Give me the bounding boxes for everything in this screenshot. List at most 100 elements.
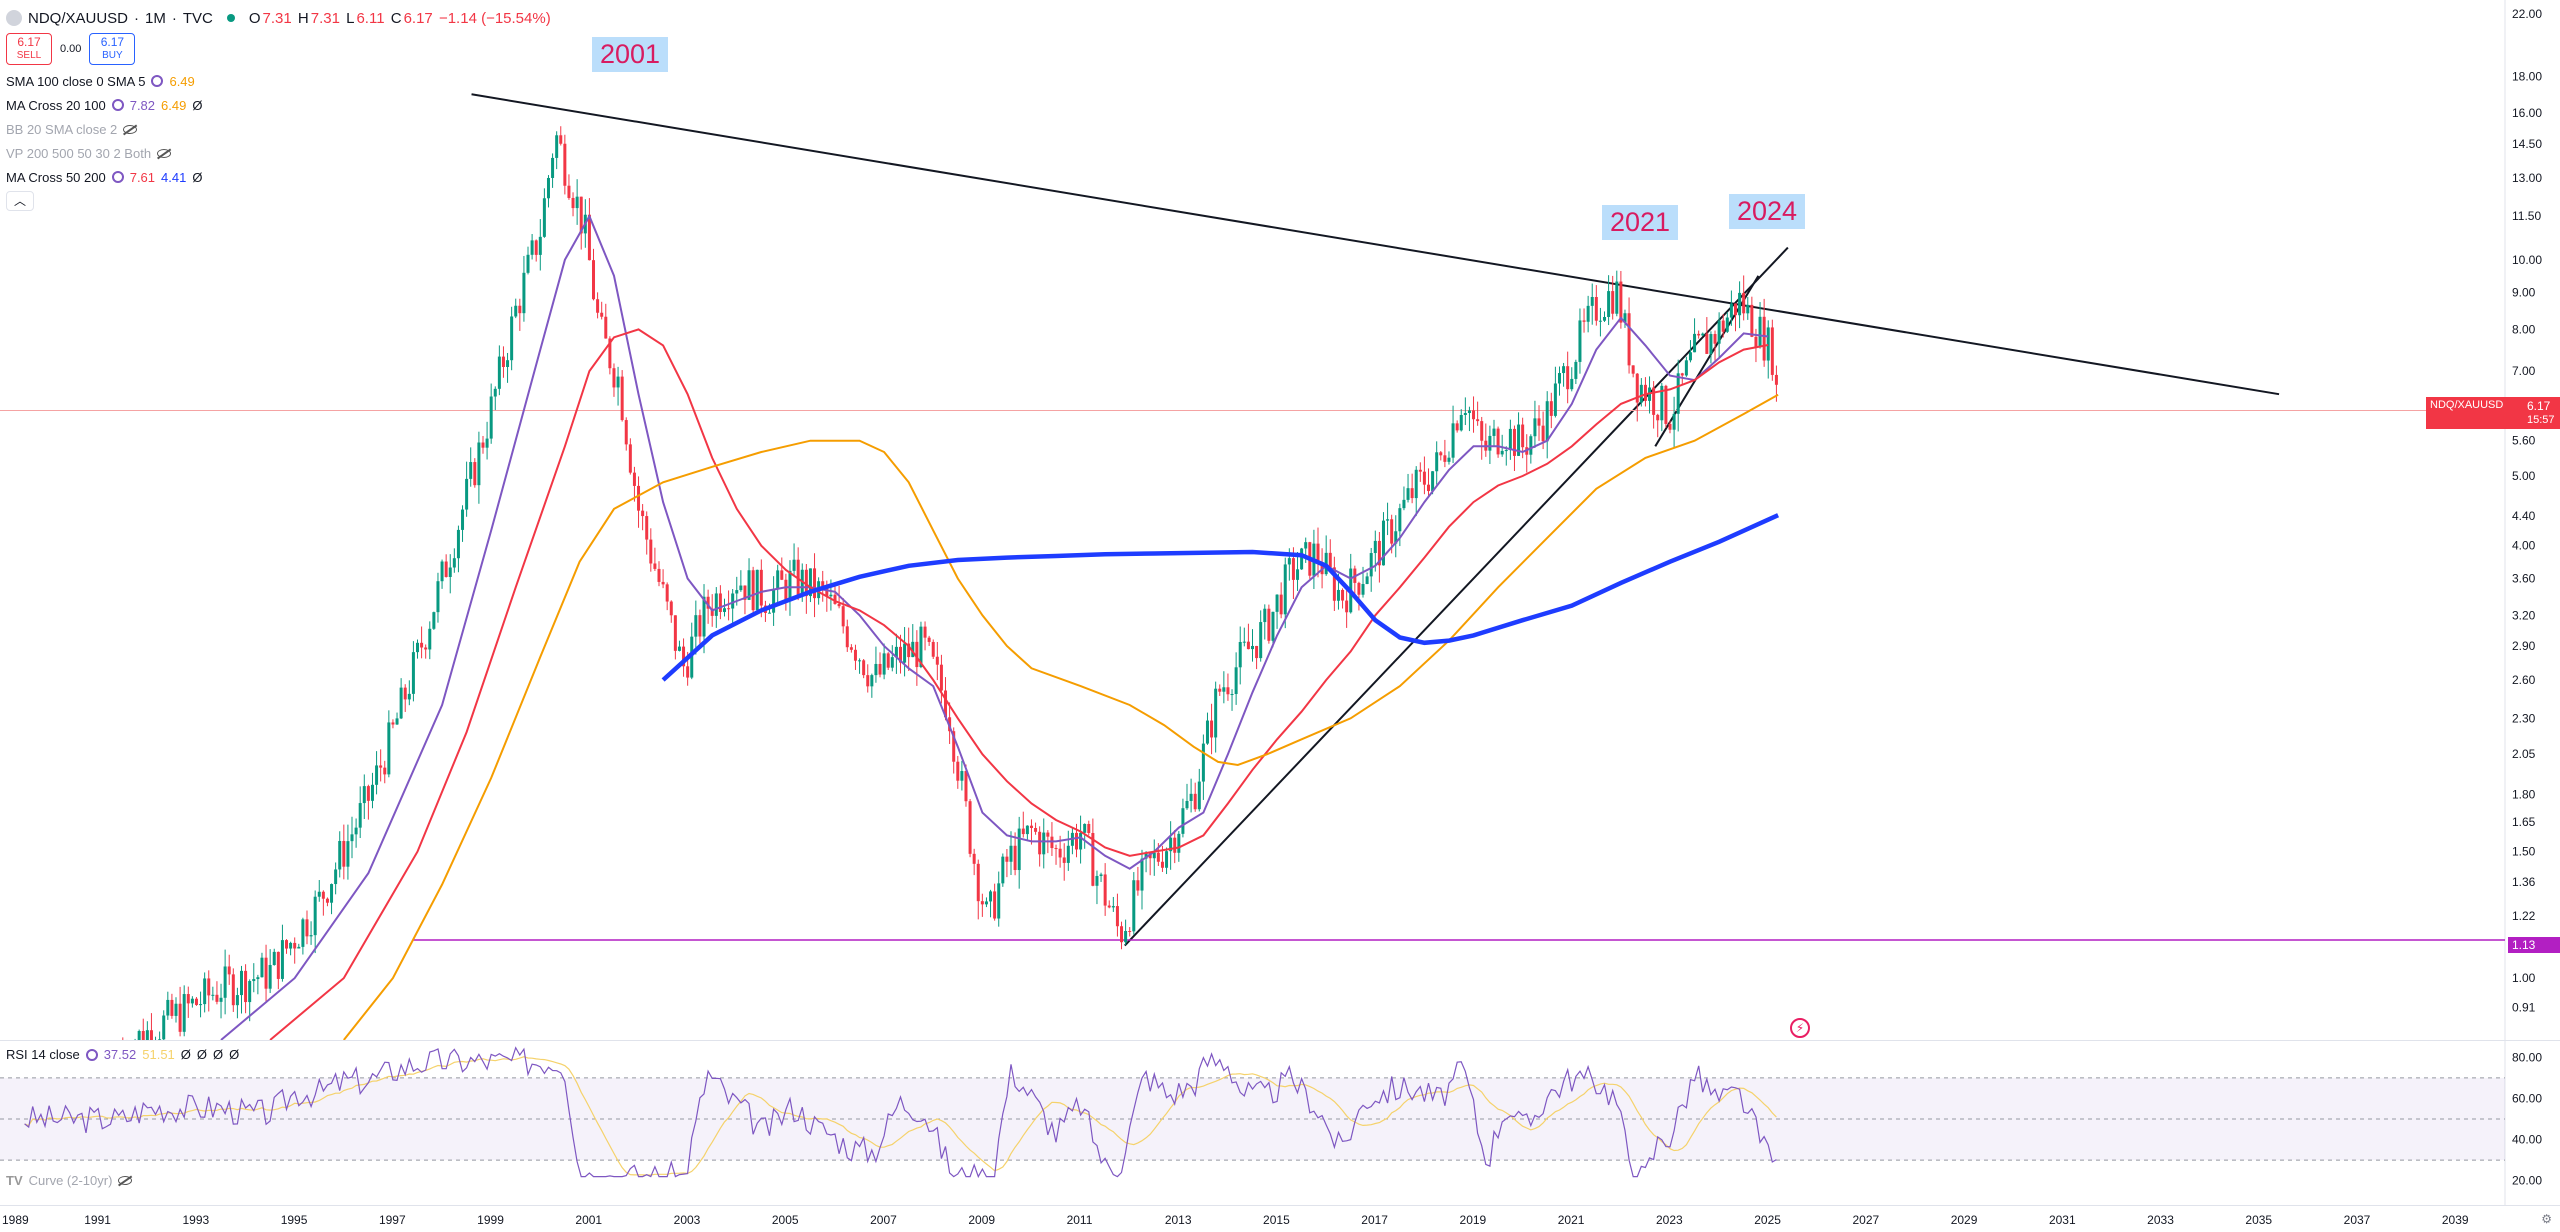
visibility-hidden-icon[interactable] [157,148,172,158]
candle-body [555,135,559,158]
main-chart-pane[interactable]: 22.00 18.00 16.00 14.50 13.00 11.50 10.00 9.00 8… [0,0,2560,1077]
candle-body [653,563,657,569]
indicator-row[interactable]: MA Cross 50 200 7.61 4.41 Ø [6,165,553,189]
trendline [1124,246,1789,947]
buy-button[interactable]: 6.17 BUY [89,33,136,65]
time-tick-label: 2035 [2245,1213,2272,1227]
candle-body [1291,558,1295,580]
annotation-2001[interactable]: 2001 [592,37,669,72]
indicator-value: 7.61 [129,169,156,185]
indicator-row[interactable]: SMA 100 close 0 SMA 5 6.49 [6,69,553,93]
candle-body [1300,548,1304,570]
candle-body [1664,385,1668,424]
candle-body [1533,418,1537,437]
candle-body [1422,471,1426,485]
time-tick-label: 1993 [182,1213,209,1227]
rsi-title[interactable]: RSI 14 close [6,1047,80,1062]
candle-body [395,718,399,725]
candle-body [1128,930,1132,932]
candle-body [898,646,902,663]
price-tick-label: 8.00 [2512,322,2536,336]
candle-body [534,240,538,255]
candle-body [1770,327,1774,375]
price-tick-label: 14.50 [2512,137,2542,151]
candle-body [1480,421,1484,441]
rsi-tick-label: 60.00 [2512,1091,2542,1105]
candle-body [1197,781,1201,810]
candle-body [870,675,874,687]
candle-body [1218,688,1222,692]
visibility-hidden-icon[interactable] [123,124,138,134]
candle-body [624,420,628,445]
candle-body [203,978,207,1005]
price-tick-label: 1.50 [2512,845,2536,859]
candle-body [1025,825,1029,835]
indicator-value: 7.82 [129,97,156,113]
candle-body [1729,303,1733,318]
symbol-name[interactable]: NDQ/XAUUSD [28,9,129,27]
candle-body [518,305,522,314]
candle-body [1283,564,1287,615]
ma-line [343,393,1779,1041]
candle-body [657,568,661,582]
rsi-pane[interactable]: 80.00 60.00 40.00 20.00 RSI 14 close 37.52 … [0,1040,2560,1206]
rsi-settings-icon[interactable] [85,1048,98,1061]
candle-body [1103,874,1107,906]
symbol-title-row[interactable]: NDQ/XAUUSD · 1M · TVC O 7.31 H 7.31 L 6.11 … [6,6,553,30]
indicator-settings-icon[interactable] [111,171,124,183]
time-tick-label: 2019 [1460,1213,1487,1227]
candle-body [350,834,354,842]
time-tick-label: 2015 [1263,1213,1290,1227]
indicator-row[interactable]: BB 20 SMA close 2 [6,117,553,141]
indicator-row[interactable]: VP 200 500 50 30 2 Both [6,141,553,165]
candle-body [231,974,235,1006]
candle-body [1562,366,1566,374]
candle-body [1463,413,1467,416]
annotation-2021[interactable]: 2021 [1602,205,1679,240]
candle-body [1046,832,1050,837]
interval[interactable]: 1M [145,9,166,27]
candle-body [1553,383,1557,416]
curve-title[interactable]: Curve (2-10yr) [28,1173,113,1188]
candle-body [1222,687,1226,692]
candle-body [420,642,424,648]
indicator-settings-icon[interactable] [111,99,124,111]
candle-body [1570,378,1574,390]
candle-body [305,919,309,937]
annotation-2024[interactable]: 2024 [1729,194,1806,229]
candle-body [1472,410,1476,420]
candle-body [1631,365,1635,374]
indicator-value: Ø [192,97,203,113]
indicator-row[interactable]: MA Cross 20 100 7.82 6.49 Ø [6,93,553,117]
candle-body [1582,320,1586,322]
collapse-legend-button[interactable]: ︿ [6,191,34,211]
candle-body [1201,743,1205,782]
candle-body [690,636,694,678]
price-tick-label: 5.00 [2512,469,2536,483]
candle-body [923,626,927,638]
candle-body [1042,832,1046,855]
candle-body [637,485,641,511]
candle-body [1005,856,1009,862]
candle-body [1136,880,1140,891]
time-axis[interactable]: 1989 1991 1993 1995 1997 1999 2001 2003 2005 2007… [0,1205,2560,1232]
price-chart-svg[interactable]: 22.00 18.00 16.00 14.50 13.00 11.50 10.00 9.00 8… [0,0,2560,1077]
ma-line [661,513,1780,682]
candle-body [551,157,555,178]
indicator-settings-icon[interactable] [151,75,164,87]
settings-gear-icon[interactable]: ⚙ [2541,1212,2552,1226]
visibility-hidden-icon[interactable] [118,1176,133,1185]
lightning-event-icon[interactable]: ⚡ [1790,1018,1810,1038]
candle-body [301,919,305,947]
candle-body [383,767,387,775]
candle-body [248,981,252,1003]
candle-body [1009,845,1013,862]
candle-body [493,388,497,397]
price-tick-label: 1.80 [2512,788,2536,802]
candle-body [358,803,362,828]
candle-body [1578,320,1582,362]
candle-body [264,957,268,989]
candle-body [366,786,370,801]
candle-body [1185,800,1189,809]
sell-button[interactable]: 6.17 SELL [6,33,52,65]
